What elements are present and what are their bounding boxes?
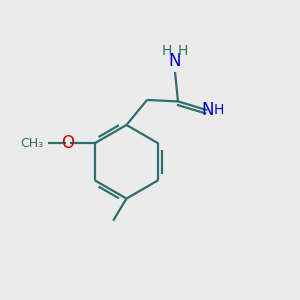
Text: H: H xyxy=(178,44,188,58)
Text: N: N xyxy=(201,101,214,119)
Text: N: N xyxy=(169,52,181,70)
Text: O: O xyxy=(61,134,74,152)
Text: H: H xyxy=(162,44,172,58)
Text: H: H xyxy=(213,103,224,117)
Text: CH₃: CH₃ xyxy=(20,137,43,150)
